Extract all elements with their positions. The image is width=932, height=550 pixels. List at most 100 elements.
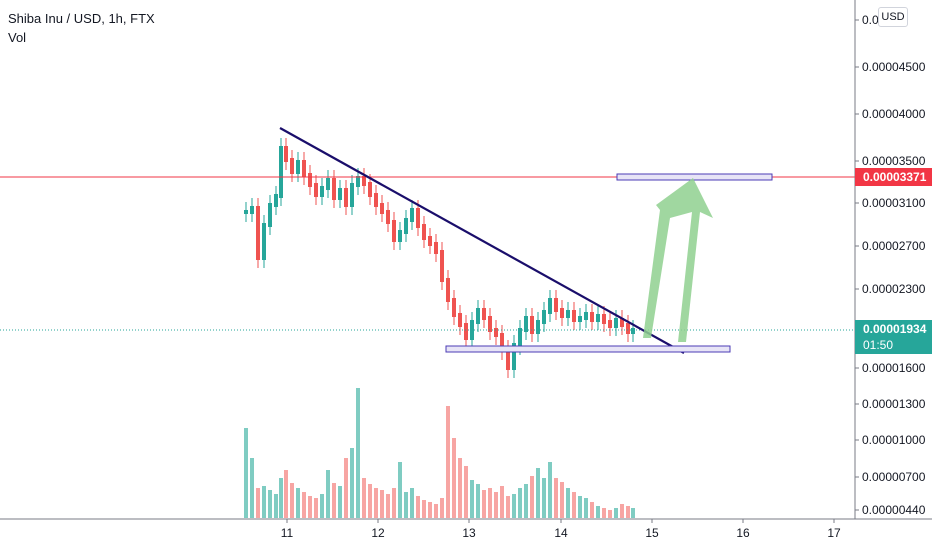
symbol-title[interactable]: Shiba Inu / USD, 1h, FTX — [8, 11, 155, 26]
volume-bar — [446, 406, 450, 518]
volume-bar — [410, 488, 414, 518]
volume-bar — [326, 470, 330, 518]
candle-body — [302, 160, 306, 177]
time-tick: 14 — [554, 526, 568, 540]
volume-bar — [602, 508, 606, 518]
volume-bar — [302, 492, 306, 518]
target-arrow[interactable] — [643, 178, 713, 342]
price-tick: 0.00000440 — [862, 503, 926, 517]
volume-bar — [584, 498, 588, 518]
volume-bar — [440, 498, 444, 518]
candle-body — [614, 318, 618, 328]
volume-bar — [279, 478, 283, 518]
volume-bar — [350, 448, 354, 518]
candle-body — [458, 313, 462, 327]
candle-body — [350, 183, 354, 207]
price-axis[interactable]: 0.0 0.00004500 0.00004000 0.00003500 0.0… — [855, 13, 926, 517]
candle-body — [279, 146, 283, 198]
candle-body — [506, 348, 510, 370]
candle-body — [620, 318, 624, 327]
time-tick: 13 — [462, 526, 476, 540]
volume-bar — [578, 496, 582, 518]
volume-bar — [332, 483, 336, 518]
candle-body — [578, 316, 582, 322]
candle-body — [488, 316, 492, 332]
volume-bar — [494, 492, 498, 518]
volume-bar — [530, 476, 534, 518]
volume-bar — [296, 488, 300, 518]
candle-body — [362, 176, 366, 186]
candle-body — [542, 310, 546, 324]
candle-body — [250, 206, 254, 214]
resistance-box[interactable] — [616, 173, 773, 181]
candle-body — [631, 328, 635, 334]
price-tick: 0.0 — [862, 13, 879, 27]
price-tick: 0.00002300 — [862, 282, 926, 296]
candle-body — [626, 323, 630, 334]
chart-legend: Shiba Inu / USD, 1h, FTX Vol — [8, 9, 155, 47]
candle-body — [344, 188, 348, 207]
candle-body — [380, 203, 384, 214]
volume-bar — [362, 478, 366, 518]
time-tick: 16 — [736, 526, 750, 540]
time-axis[interactable]: 11 12 13 14 15 16 17 — [281, 519, 841, 540]
candle-body — [602, 314, 606, 324]
price-tick: 0.00003500 — [862, 154, 926, 168]
candle-body — [374, 193, 378, 207]
volume-bar — [542, 478, 546, 518]
candle-body — [332, 178, 336, 200]
candle-body — [608, 320, 612, 328]
candle-body — [256, 206, 260, 260]
price-tick: 0.00000700 — [862, 470, 926, 484]
volume-bar — [380, 490, 384, 518]
candle-body — [440, 250, 444, 282]
candle-body — [596, 314, 600, 322]
bar-countdown: 01:50 — [863, 338, 894, 352]
candlesticks — [244, 138, 635, 378]
volume-bar — [398, 462, 402, 518]
candle-body — [320, 186, 324, 197]
volume-bar — [626, 506, 630, 518]
candle-body — [566, 310, 570, 318]
candle-body — [536, 320, 540, 334]
price-tick: 0.00004500 — [862, 60, 926, 74]
volume-bar — [314, 498, 318, 518]
candle-body — [422, 224, 426, 240]
volume-bar — [404, 492, 408, 518]
volume-bar — [620, 504, 624, 518]
volume-bar — [476, 484, 480, 518]
candle-body — [476, 308, 480, 324]
price-tick: 0.00001300 — [862, 397, 926, 411]
price-tick: 0.00001600 — [862, 361, 926, 375]
currency-badge[interactable]: USD — [878, 7, 908, 27]
candle-body — [548, 298, 552, 314]
volume-bar — [274, 494, 278, 518]
last-price-tag: 0.00001934 01:50 — [855, 320, 932, 354]
candle-body — [416, 208, 420, 228]
volume-indicator-label[interactable]: Vol — [8, 30, 27, 45]
volume-bar — [256, 488, 260, 518]
time-tick: 12 — [371, 526, 385, 540]
candle-body — [530, 316, 534, 334]
volume-bar — [536, 468, 540, 518]
candle-body — [494, 328, 498, 337]
candle-body — [392, 220, 396, 242]
volume-bar — [524, 484, 528, 518]
candle-body — [482, 308, 486, 320]
volume-bar — [290, 483, 294, 518]
candle-body — [572, 310, 576, 322]
horizontal-level-price-tag: 0.00003371 — [855, 168, 932, 186]
support-box[interactable] — [445, 345, 731, 353]
candle-body — [404, 218, 408, 234]
candle-body — [296, 160, 300, 174]
candle-body — [386, 210, 390, 224]
price-tick: 0.00001000 — [862, 433, 926, 447]
candle-body — [410, 208, 414, 222]
volume-bar — [374, 488, 378, 518]
volume-bar — [554, 478, 558, 518]
volume-bar — [548, 462, 552, 518]
time-tick: 15 — [645, 526, 659, 540]
trendline[interactable] — [279, 127, 685, 354]
time-tick: 11 — [281, 526, 294, 540]
